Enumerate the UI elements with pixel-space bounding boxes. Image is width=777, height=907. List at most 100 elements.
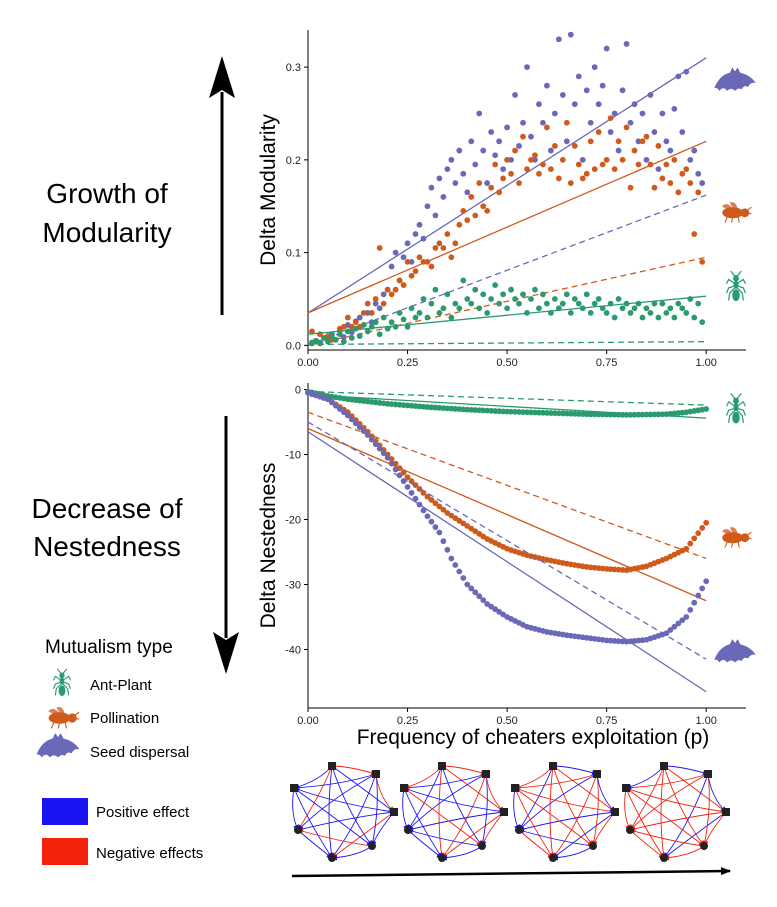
x-tick-label: 0.25 [397,715,418,727]
data-point [452,562,459,568]
negative-edge [441,765,487,776]
data-point [464,189,471,196]
data-point [516,300,522,307]
growth-arrow [209,56,235,315]
data-point [675,620,682,627]
x-tick-label: 1.00 [695,357,716,369]
data-point [372,300,379,307]
data-point [440,506,447,513]
data-point [428,184,435,191]
data-point [496,138,503,145]
chart-delta-modularity: 0.0 0.1 0.2 0.3 0.00 0.25 0.50 0.75 1.00 Delta Mo… [257,30,756,369]
network-diagram [622,762,730,862]
network-diagrams [290,762,730,862]
data-point [623,300,630,307]
y-tick-label: -30 [285,580,301,592]
data-point [336,331,343,338]
data-point [671,105,678,112]
positive-edge [407,828,483,847]
bat-icon [714,67,756,91]
y-tick-label: 0.3 [286,62,301,74]
data-point [687,606,694,613]
fit-line-solid [307,57,707,314]
data-point [452,180,459,186]
data-point [396,309,403,316]
data-point [452,240,459,247]
fit-line-solid [307,427,707,602]
negative-effect-label: Negative effects [96,845,203,862]
data-point [376,445,383,452]
data-point [424,314,431,321]
data-point [583,291,590,298]
data-point [532,156,538,163]
data-point [571,296,578,302]
data-point [619,156,626,163]
data-point [544,82,550,89]
data-point [376,245,383,251]
data-point [603,156,610,163]
data-point [352,420,359,427]
data-point [671,623,678,630]
data-point [551,143,558,149]
data-point [440,538,447,545]
data-point [468,138,475,145]
data-point [699,258,706,265]
data-point [360,309,367,316]
negative-edge [403,787,483,847]
data-point [667,147,674,154]
data-point [325,396,331,403]
data-point [683,68,690,75]
data-point [388,291,395,298]
data-point [575,161,582,168]
data-point [671,314,678,321]
x-tick-label: 0.75 [596,357,617,369]
decrease-arrow [213,416,239,674]
network-node-circle [626,826,634,834]
growth-label-line2: Modularity [42,217,171,248]
data-point [392,460,399,467]
data-point [555,36,562,43]
data-point [699,525,706,531]
data-point [643,133,650,140]
data-point [380,291,387,298]
data-point [348,416,355,423]
data-point [436,309,443,316]
data-point [372,319,379,326]
data-point [536,170,542,177]
data-point [432,524,439,530]
data-point [591,166,598,173]
data-point [432,212,439,219]
data-point [508,286,514,293]
data-point [647,92,654,98]
data-point [667,627,674,633]
data-point [655,143,662,149]
data-point [416,221,423,228]
chart-delta-nestedness: 0 -10 -20 -30 -40 0.00 0.25 0.50 0.75 1.00 Delta N… [257,383,756,727]
network-node-square [482,770,490,778]
data-point [563,291,570,298]
data-point [695,530,702,537]
y-tick-label: -20 [285,515,301,527]
data-point [444,231,451,237]
data-point [456,305,463,312]
data-point [675,189,682,196]
data-point [476,593,483,600]
data-point [440,194,447,200]
data-point [348,335,355,341]
data-point [412,482,419,488]
data-point [651,129,658,135]
data-point [364,328,371,335]
data-point [468,194,475,200]
data-point [404,258,411,265]
data-point [524,64,530,71]
network-node-square [593,770,601,778]
data-point [384,454,391,461]
network-node-square [511,784,519,792]
data-point [524,309,530,316]
data-point [420,235,427,242]
data-point [555,175,562,182]
network-node-square [500,808,508,816]
network-node-square [400,784,408,792]
data-point [611,166,618,173]
negative-edge [375,773,395,813]
